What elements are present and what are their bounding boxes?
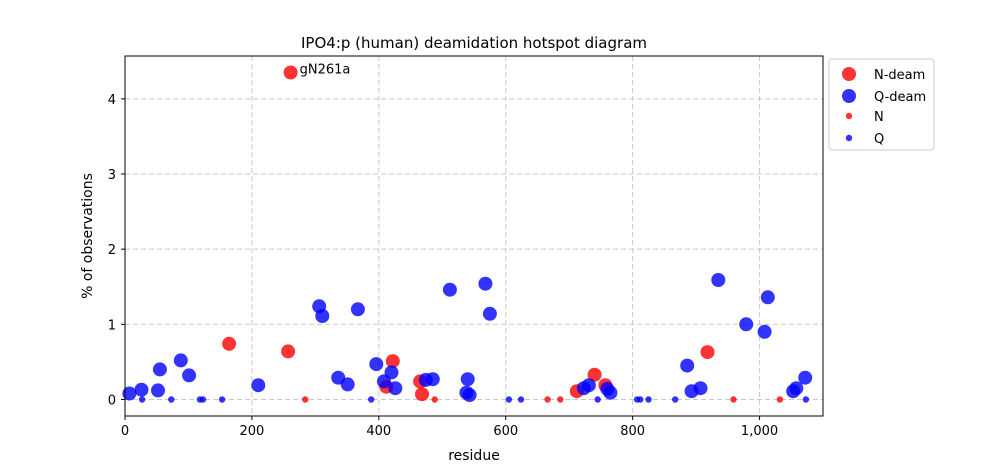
point-q-deam [757,324,772,339]
legend-marker-n-deam [842,67,856,81]
point-q-deam [693,381,708,396]
point-q-deam [122,386,137,401]
legend-marker-q [845,134,853,142]
legend-label-q-deam: Q-deam [874,90,926,105]
point-q-deam [173,353,188,368]
plot-area-frame [124,55,824,417]
y-tick-label: 0 [108,393,116,408]
point-q-deam [711,273,726,287]
point-q-deam [369,357,384,372]
legend-frame [828,58,935,151]
point-q-deam [789,381,804,396]
point-q [594,396,601,403]
point-q-deam [151,383,165,398]
point-q-deam [478,276,493,291]
point-q [802,396,810,403]
point-q-deam [315,309,330,323]
point-q-deam [442,282,457,297]
x-tick-label: 1,000 [741,424,778,439]
point-q-deam [182,368,197,383]
legend: N-deam Q-deam N Q [828,58,935,151]
point-q [168,396,175,403]
point-n-deam [700,345,715,360]
point-q-deam [425,372,440,387]
point-n-deam [222,336,237,351]
point-q-deam [482,306,497,321]
point-q [645,396,652,403]
point-q-deam [603,385,618,400]
legend-label-n-deam: N-deam [874,68,925,83]
point-n-deam [281,344,296,359]
point-n [431,396,438,403]
point-q-deam [798,370,813,385]
point-n [302,396,309,403]
point-n [544,396,551,403]
point-n [557,396,564,403]
point-q [672,396,679,403]
point-q-deam [340,377,355,392]
legend-label-q: Q [874,132,884,147]
x-tick-label: 400 [366,424,391,439]
point-q-deam [460,372,475,387]
point-n [730,396,737,403]
point-q-deam [251,378,266,393]
point-q-deam [739,317,754,332]
point-q [505,396,513,403]
x-tick-label: 200 [239,424,264,439]
point-q-deam [134,382,149,397]
point-q [517,396,525,403]
point-q-deam [581,378,596,393]
x-tick-label: 0 [121,424,129,439]
y-tick-label: 1 [108,318,116,333]
chart-title: IPO4:p (human) deamidation hotspot diagr… [301,34,647,52]
point-q [199,396,207,403]
point-q [637,396,644,403]
x-axis-ticks: 0 200 400 600 800 1,000 [121,416,778,439]
data-points [122,65,813,403]
legend-label-n: N [874,110,884,125]
legend-marker-q-deam [842,89,856,103]
point-n-deam [385,354,400,369]
point-n-deam [415,387,429,402]
point-q [138,396,146,403]
point-q-deam [388,381,403,396]
x-tick-label: 600 [493,424,518,439]
point-q [218,396,226,403]
point-q-deam [350,302,365,317]
point-q [368,396,375,403]
legend-marker-n [845,112,853,120]
point-n [776,396,784,403]
point-q-deam [384,365,399,380]
point-q-deam [462,388,477,402]
y-axis-ticks: 0 1 2 3 4 [108,93,125,408]
point-n-deam [587,367,602,382]
point-q-deam [680,358,695,373]
y-tick-label: 3 [108,168,116,183]
point-q-deam [760,290,775,305]
y-tick-label: 4 [108,93,116,108]
point-n-deam [283,65,298,80]
y-tick-label: 2 [108,243,116,258]
annotation-gN261a: gN261a [300,63,351,78]
x-axis-label: residue [448,448,500,464]
y-axis-label: % of observations [80,173,96,299]
point-q-deam [152,362,167,377]
x-tick-label: 800 [620,424,645,439]
